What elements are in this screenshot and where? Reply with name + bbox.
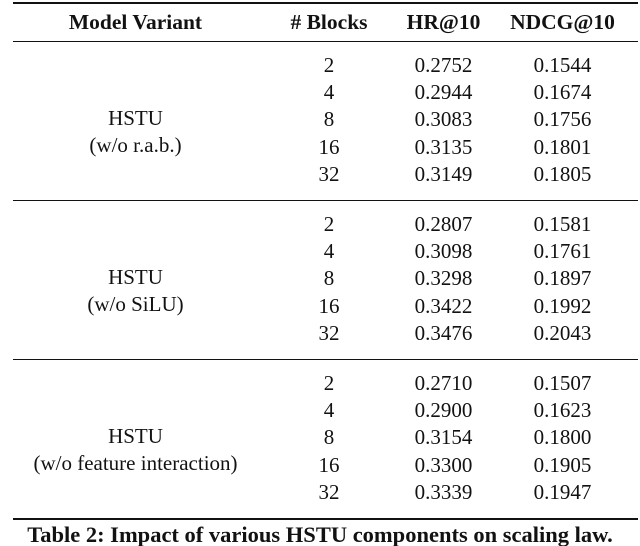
table-row: 32 0.3149 0.1805	[258, 161, 638, 188]
blocks-value: 8	[323, 266, 335, 291]
table-caption: Table 2: Impact of various HSTU componen…	[27, 521, 613, 546]
table-row: 4 0.2944 0.1674	[258, 79, 638, 106]
hr10-value: 0.3154	[414, 425, 473, 450]
group-rows: 2 0.2752 0.1544 4 0.2944 0.1674 8 0.3083…	[258, 52, 638, 188]
column-header-ndcg10: NDCG@10	[510, 10, 615, 34]
blocks-value: 2	[323, 370, 335, 395]
ndcg10-value: 0.1805	[533, 161, 592, 186]
hr10-value: 0.2944	[414, 80, 473, 105]
hr10-value: 0.2807	[414, 212, 473, 237]
ndcg10-value: 0.1544	[533, 53, 592, 78]
hr10-value: 0.2710	[414, 370, 473, 395]
blocks-value: 32	[318, 479, 340, 504]
ndcg10-value: 0.1992	[533, 293, 592, 318]
table-row: 4 0.3098 0.1761	[258, 238, 638, 265]
table-row: 32 0.3339 0.1947	[258, 479, 638, 506]
hr10-value: 0.3422	[414, 293, 473, 318]
group-rows: 2 0.2710 0.1507 4 0.2900 0.1623 8 0.3154…	[258, 370, 638, 506]
ndcg10-value: 0.1581	[533, 212, 592, 237]
table-row: 2 0.2807 0.1581	[258, 211, 638, 238]
hr10-value: 0.3298	[414, 266, 473, 291]
column-header-hr10: HR@10	[406, 10, 481, 34]
hr10-value: 0.3135	[414, 134, 473, 159]
blocks-value: 2	[323, 53, 335, 78]
ndcg10-value: 0.1674	[533, 80, 592, 105]
blocks-value: 32	[318, 161, 340, 186]
table-row: 16 0.3135 0.1801	[258, 134, 638, 161]
hr10-value: 0.2900	[414, 398, 473, 423]
blocks-value: 16	[318, 293, 340, 318]
model-variant-cell: HSTU (w/o SiLU)	[13, 211, 258, 347]
hr10-value: 0.3149	[414, 161, 473, 186]
table-row: 16 0.3422 0.1992	[258, 293, 638, 320]
ndcg10-value: 0.1756	[533, 107, 592, 132]
variant-name: HSTU	[108, 264, 163, 289]
ndcg10-value: 0.1947	[533, 479, 592, 504]
hr10-value: 0.3476	[414, 320, 473, 345]
blocks-value: 8	[323, 425, 335, 450]
model-variant-cell: HSTU (w/o feature interaction)	[13, 370, 258, 506]
ndcg10-value: 0.2043	[533, 320, 592, 345]
blocks-value: 4	[323, 80, 335, 105]
blocks-value: 16	[318, 134, 340, 159]
blocks-value: 2	[323, 212, 335, 237]
hr10-value: 0.3083	[414, 107, 473, 132]
variant-note: (w/o feature interaction)	[33, 450, 238, 475]
table-row: 2 0.2752 0.1544	[258, 52, 638, 79]
table-row: 8 0.3154 0.1800	[258, 424, 638, 451]
table-row: 4 0.2900 0.1623	[258, 397, 638, 424]
hr10-value: 0.3300	[414, 452, 473, 477]
table-row: 8 0.3298 0.1897	[258, 265, 638, 292]
ndcg10-value: 0.1507	[533, 370, 592, 395]
table-group-wo-rab: HSTU (w/o r.a.b.) 2 0.2752 0.1544 4 0.29…	[13, 42, 638, 201]
variant-name: HSTU	[108, 105, 163, 130]
blocks-value: 16	[318, 452, 340, 477]
blocks-value: 4	[323, 398, 335, 423]
hr10-value: 0.2752	[414, 53, 473, 78]
hr10-value: 0.3098	[414, 239, 473, 264]
table-group-wo-feature-interaction: HSTU (w/o feature interaction) 2 0.2710 …	[13, 360, 638, 518]
table-group-wo-silu: HSTU (w/o SiLU) 2 0.2807 0.1581 4 0.3098…	[13, 201, 638, 360]
table-row: 16 0.3300 0.1905	[258, 451, 638, 478]
blocks-value: 8	[323, 107, 335, 132]
hr10-value: 0.3339	[414, 479, 473, 504]
variant-name: HSTU	[108, 423, 163, 448]
variant-note: (w/o r.a.b.)	[89, 132, 182, 157]
variant-note: (w/o SiLU)	[87, 291, 184, 316]
table-row: 8 0.3083 0.1756	[258, 106, 638, 133]
table-row: 32 0.3476 0.2043	[258, 320, 638, 347]
blocks-value: 32	[318, 320, 340, 345]
blocks-value: 4	[323, 239, 335, 264]
ndcg10-value: 0.1800	[533, 425, 592, 450]
ndcg10-value: 0.1897	[533, 266, 592, 291]
group-rows: 2 0.2807 0.1581 4 0.3098 0.1761 8 0.3298…	[258, 211, 638, 347]
table-row: 2 0.2710 0.1507	[258, 370, 638, 397]
table-header-row: Model Variant # Blocks HR@10 NDCG@10	[13, 4, 638, 42]
model-variant-cell: HSTU (w/o r.a.b.)	[13, 52, 258, 188]
results-table: Model Variant # Blocks HR@10 NDCG@10 HST…	[13, 2, 638, 520]
column-header-num-blocks: # Blocks	[290, 10, 368, 34]
ndcg10-value: 0.1761	[533, 239, 592, 264]
ndcg10-value: 0.1623	[533, 398, 592, 423]
ndcg10-value: 0.1801	[533, 134, 592, 159]
ndcg10-value: 0.1905	[533, 452, 592, 477]
column-header-model-variant: Model Variant	[68, 10, 203, 34]
